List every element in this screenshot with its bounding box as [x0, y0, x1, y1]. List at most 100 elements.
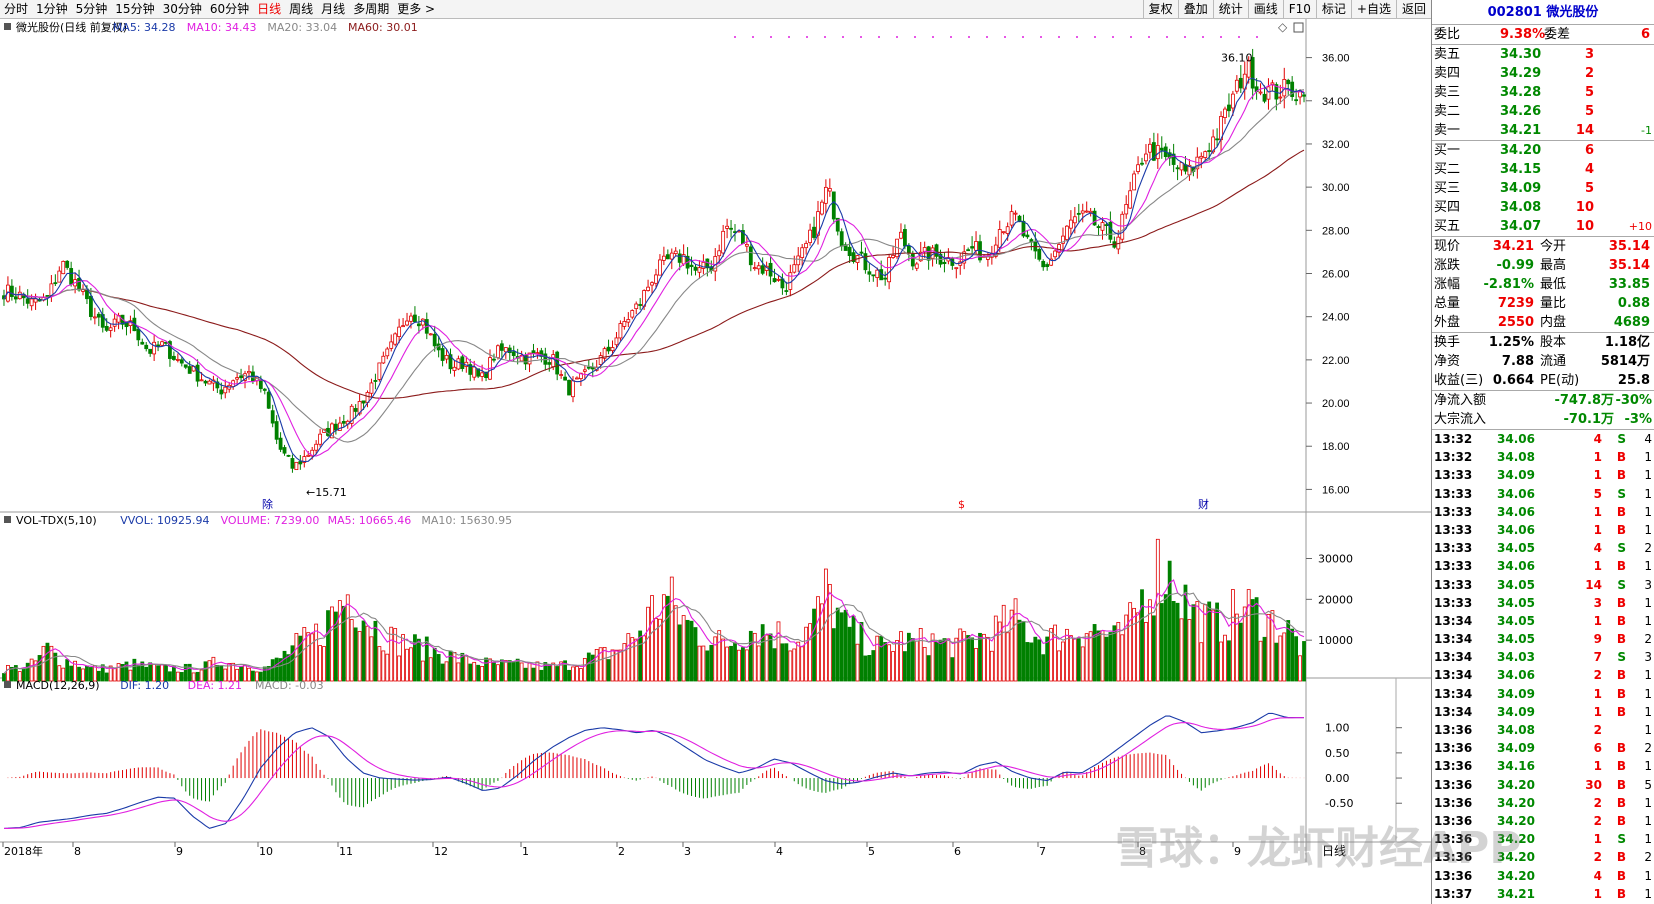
period-label[interactable]: 日线 — [1322, 844, 1346, 858]
bids-row[interactable]: 买二 34.15 4 — [1434, 162, 1594, 177]
signal-dot — [932, 36, 934, 38]
volume-bar — [903, 651, 907, 682]
toolbar-btn-3[interactable]: 画线 — [1247, 0, 1283, 19]
timeframe-tab-3[interactable]: 15分钟 — [115, 1, 155, 16]
event-marker[interactable]: 除 — [262, 497, 273, 511]
volume-bar — [428, 657, 433, 682]
ask-book: 卖五 34.30 3 卖四 34.29 2 卖三 34.28 5 卖二 34.26 5 卖一 34.21 1… — [1432, 44, 1654, 140]
kline-chart[interactable]: 36.0034.0032.0030.0028.0026.0024.0022.00… — [0, 19, 1431, 904]
trade-row[interactable]: 13:36 34.16 1 B 1 — [1432, 757, 1654, 775]
toolbar-btn-4[interactable]: F10 — [1282, 0, 1316, 19]
asks-row[interactable]: 卖三 34.28 5 — [1434, 85, 1594, 100]
volume-bar — [416, 638, 421, 682]
book-price: 34.20 — [1500, 143, 1542, 158]
stat-value: 5814万 — [1600, 354, 1650, 369]
bids-row[interactable]: 买一 34.20 6 — [1434, 143, 1594, 158]
collapse-icon[interactable] — [4, 23, 11, 30]
volume-bar — [610, 649, 615, 682]
timeframe-tab-2[interactable]: 5分钟 — [75, 1, 108, 16]
bids-row[interactable]: 买四 34.08 10 — [1434, 200, 1594, 215]
volume-bar — [993, 615, 998, 682]
trade-row[interactable]: 13:37 34.21 1 B 1 — [1432, 885, 1654, 903]
toolbar-btn-0[interactable]: 复权 — [1142, 0, 1178, 19]
candle-body — [598, 355, 603, 365]
timeframe-tab-5[interactable]: 60分钟 — [209, 1, 250, 16]
collapse-icon[interactable] — [4, 516, 11, 523]
timeframe-tab-0[interactable]: 分时 — [4, 1, 29, 16]
volume-bar — [590, 654, 595, 682]
trade-list[interactable]: 13:32 34.06 4 S 4 13:32 34.08 1 B 1 13:33 34.09 1 B 1 1… — [1432, 429, 1654, 903]
trade-time: 13:36 — [1434, 795, 1473, 810]
trade-row[interactable]: 13:36 34.20 4 B 1 — [1432, 867, 1654, 885]
timeframe-tab-10[interactable]: 更多 > — [397, 1, 436, 16]
trade-row[interactable]: 13:36 34.20 2 B 1 — [1432, 812, 1654, 830]
trade-row[interactable]: 13:33 34.05 3 B 1 — [1432, 594, 1654, 612]
toolbar-btn-2[interactable]: 统计 — [1212, 0, 1248, 19]
trade-row[interactable]: 13:36 34.20 2 B 2 — [1432, 848, 1654, 866]
volume-bar — [17, 671, 22, 682]
trade-row[interactable]: 13:36 34.09 6 B 2 — [1432, 739, 1654, 757]
candle-body — [160, 341, 164, 346]
timeframe-tab-4[interactable]: 30分钟 — [162, 1, 202, 16]
toolbar-btn-1[interactable]: 叠加 — [1177, 0, 1213, 19]
candle-body — [1258, 91, 1263, 94]
trade-row[interactable]: 13:36 34.20 1 S 1 — [1432, 830, 1654, 848]
panel-window-icon[interactable] — [1293, 22, 1304, 33]
bids-row[interactable]: 买五 34.07 10 +10 — [1434, 219, 1652, 234]
asks-row[interactable]: 卖一 34.21 14 -1 — [1434, 123, 1652, 138]
trade-row[interactable]: 13:33 34.06 5 S 1 — [1432, 485, 1654, 503]
trade-row[interactable]: 13:33 34.05 14 S 3 — [1432, 576, 1654, 594]
candle-body — [381, 355, 386, 364]
timeframe-tab-9[interactable]: 多周期 — [353, 1, 390, 16]
toolbar-btn-7[interactable]: 返回 — [1395, 0, 1431, 19]
trade-row[interactable]: 13:34 34.09 1 B 1 — [1432, 703, 1654, 721]
trade-row[interactable]: 13:32 34.08 1 B 1 — [1432, 448, 1654, 466]
timeframe-tab-6[interactable]: 日线 — [257, 1, 282, 16]
trade-row[interactable]: 13:34 34.05 1 B 1 — [1432, 612, 1654, 630]
trade-row[interactable]: 13:34 34.06 2 B 1 — [1432, 666, 1654, 684]
trade-price: 34.05 — [1497, 541, 1535, 556]
candle-body — [361, 400, 366, 404]
trade-row[interactable]: 13:36 34.08 2 1 — [1432, 721, 1654, 739]
volume-bar — [1167, 560, 1172, 682]
volume-bar — [938, 639, 943, 682]
trade-row[interactable]: 13:33 34.06 1 B 1 — [1432, 503, 1654, 521]
toolbar-btn-6[interactable]: +自选 — [1350, 0, 1396, 19]
volume-bar — [531, 667, 536, 682]
event-marker[interactable]: $ — [958, 498, 965, 511]
trade-row[interactable]: 13:32 34.06 4 S 4 — [1432, 430, 1654, 448]
candle-body — [29, 298, 34, 307]
trade-side: B — [1616, 850, 1626, 865]
trade-row[interactable]: 13:36 34.20 30 B 5 — [1432, 776, 1654, 794]
trade-row[interactable]: 13:36 34.20 2 B 1 — [1432, 794, 1654, 812]
trade-row[interactable]: 13:33 34.05 4 S 2 — [1432, 539, 1654, 557]
volume-bar — [741, 647, 745, 682]
timeframe-tab-7[interactable]: 周线 — [289, 1, 314, 16]
trade-row[interactable]: 13:33 34.09 1 B 1 — [1432, 466, 1654, 484]
volume-bar — [1068, 635, 1073, 682]
event-marker[interactable]: 财 — [1198, 497, 1209, 511]
volume-bar — [349, 619, 354, 682]
trade-time: 13:36 — [1434, 759, 1473, 774]
candle-body — [1286, 79, 1291, 85]
asks-row[interactable]: 卖五 34.30 3 — [1434, 47, 1594, 62]
trade-time: 13:36 — [1434, 723, 1473, 737]
timeframe-tab-1[interactable]: 1分钟 — [36, 1, 68, 16]
trade-row[interactable]: 13:34 34.09 1 B 1 — [1432, 685, 1654, 703]
candle-body — [914, 263, 919, 269]
trade-row[interactable]: 13:33 34.06 1 B 1 — [1432, 521, 1654, 539]
trade-row[interactable]: 13:34 34.03 7 S 3 — [1432, 648, 1654, 666]
trade-row[interactable]: 13:33 34.06 1 B 1 — [1432, 557, 1654, 575]
toolbar-btn-5[interactable]: 标记 — [1315, 0, 1351, 19]
asks-row[interactable]: 卖二 34.26 5 — [1434, 104, 1594, 119]
candle-body — [823, 186, 828, 204]
collapse-icon[interactable] — [4, 681, 11, 688]
volume-bar — [1286, 620, 1291, 682]
candle-body — [697, 267, 702, 273]
x-tick-label: 3 — [684, 845, 691, 858]
timeframe-tab-8[interactable]: 月线 — [321, 1, 346, 16]
diamond-icon[interactable]: ◇ — [1278, 20, 1288, 34]
bids-row[interactable]: 买三 34.09 5 — [1434, 181, 1594, 196]
trade-row[interactable]: 13:34 34.05 9 B 2 — [1432, 630, 1654, 648]
asks-row[interactable]: 卖四 34.29 2 — [1434, 66, 1594, 81]
